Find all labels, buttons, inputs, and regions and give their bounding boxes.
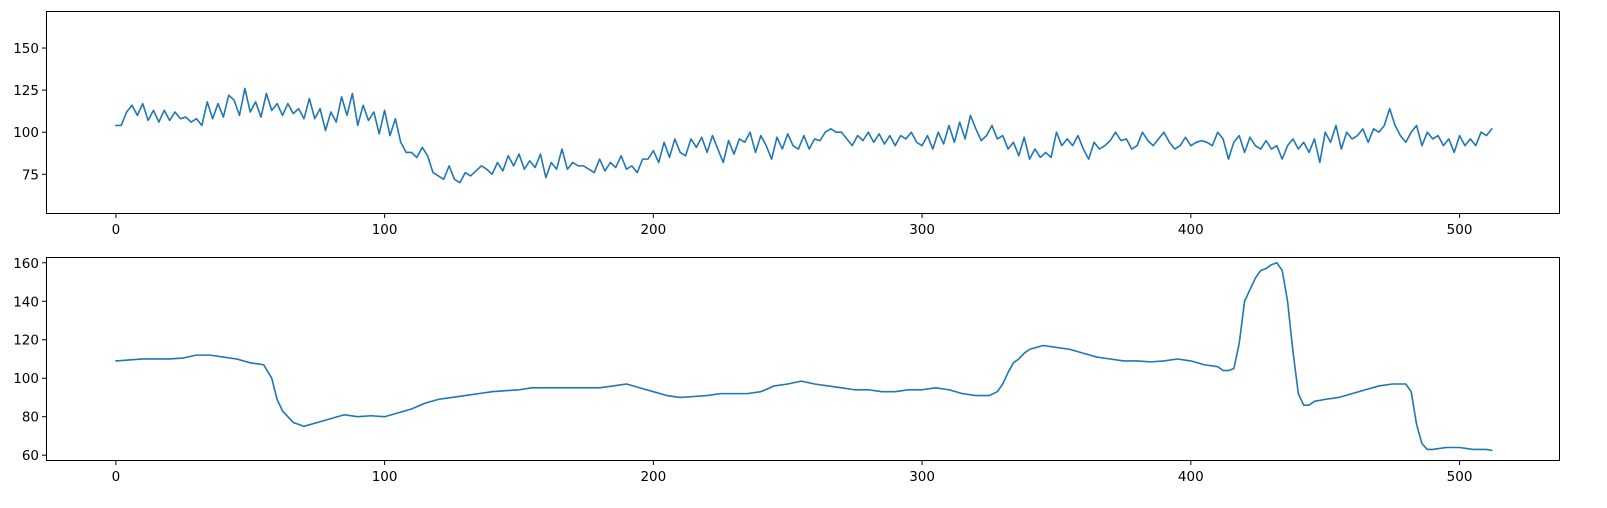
y-tick-label: 140 xyxy=(13,294,39,310)
y-tick-label: 75 xyxy=(22,167,39,183)
x-tick-label: 200 xyxy=(640,222,666,238)
x-tick-label: 500 xyxy=(1447,469,1473,485)
x-tick-label: 100 xyxy=(372,469,398,485)
series-line-0 xyxy=(115,87,1493,184)
y-tick-label: 80 xyxy=(22,410,39,426)
x-tick-label: 300 xyxy=(909,469,935,485)
x-tick-label: 400 xyxy=(1178,222,1204,238)
x-tick-label: 300 xyxy=(909,222,935,238)
y-tick-label: 120 xyxy=(13,333,39,349)
x-tick-label: 0 xyxy=(112,222,121,238)
x-tick-label: 500 xyxy=(1447,222,1473,238)
y-tick-label: 160 xyxy=(13,256,39,272)
x-tick-label: 0 xyxy=(112,469,121,485)
x-tick-label: 400 xyxy=(1178,469,1204,485)
y-tick-label: 125 xyxy=(13,83,39,99)
axes-frame xyxy=(46,11,1560,214)
chart-panel-top: 0 100 200 300 400 500 75 100 125 150 xyxy=(13,11,1560,238)
series-line-0 xyxy=(115,261,1493,452)
y-tick-label: 150 xyxy=(13,41,39,57)
x-tick-label: 200 xyxy=(640,469,666,485)
chart-panel-bottom: 0 100 200 300 400 500 60 80 100 120 140 160 xyxy=(13,256,1560,485)
y-tick-label: 100 xyxy=(13,371,39,387)
axes-frame xyxy=(46,257,1560,461)
y-tick-label: 60 xyxy=(22,448,39,464)
y-tick-label: 100 xyxy=(13,125,39,141)
x-tick-label: 100 xyxy=(372,222,398,238)
